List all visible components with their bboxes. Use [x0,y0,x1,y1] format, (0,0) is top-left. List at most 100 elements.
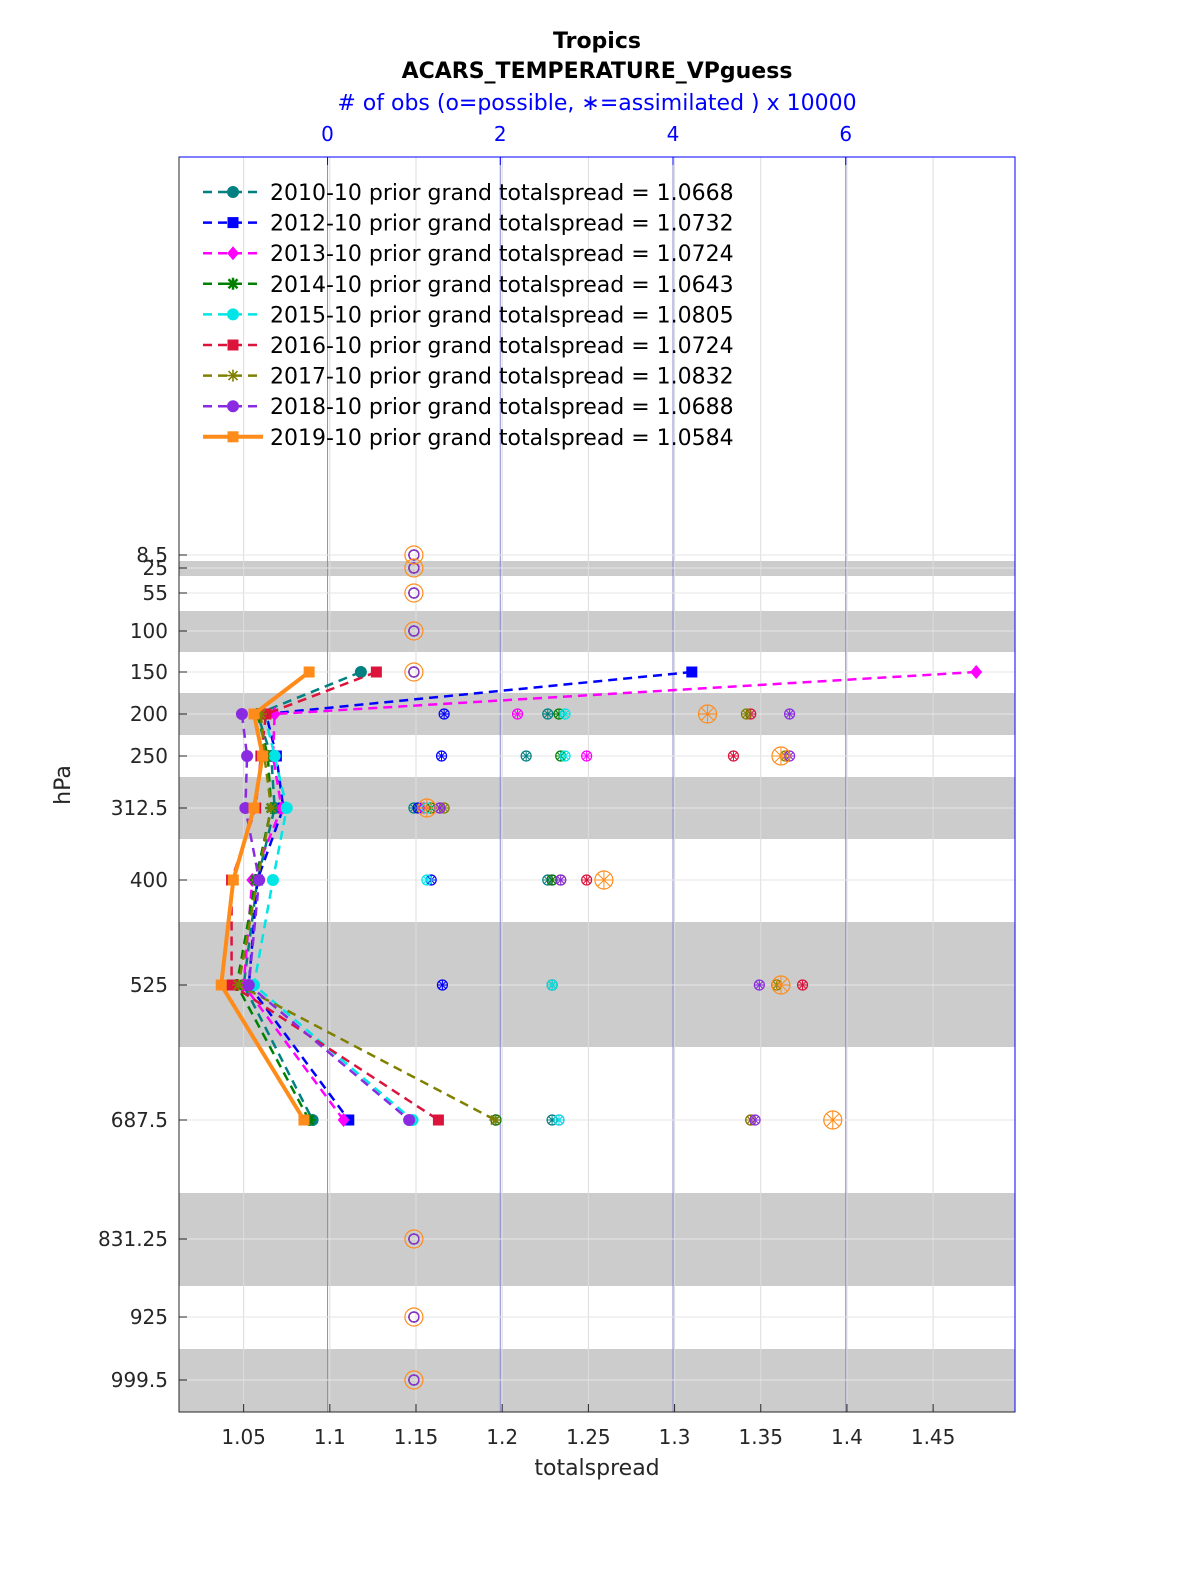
data-point [254,708,267,720]
series-line [237,713,496,1122]
y-tick-label: 25 [143,556,168,580]
legend-label: 2018-10 prior grand totalspread = 1.0688 [270,395,734,420]
y-tick-label: 55 [143,581,168,605]
obs-assimilated [439,709,450,719]
x-axis-label: totalspread [534,1456,659,1481]
x-tick-label: 1.2 [486,1425,518,1449]
obs-assimilated [554,1115,564,1125]
obs-possible [408,666,420,678]
y-tick-label: 525 [130,973,168,997]
legend-marker [227,217,239,229]
x-tick-label: 1.15 [394,1425,439,1449]
data-point [257,750,269,762]
data-point [403,1114,416,1126]
y-tick-label: 8.5 [136,543,168,567]
obs-assimilated [771,976,790,994]
obs-possible [404,558,424,578]
y-tick-label: 400 [130,868,168,892]
obs-possible [408,1311,420,1323]
data-point [248,802,260,814]
obs-possible [404,1229,424,1249]
legend-label: 2012-10 prior grand totalspread = 1.0732 [270,212,734,237]
y-tick-label: 100 [130,619,168,643]
data-point [354,666,367,678]
obs-possible [408,587,420,599]
y-tick-label: 200 [130,702,168,726]
obs-assimilated [771,747,790,765]
data-point [266,874,279,886]
obs-possible [408,562,420,574]
obs-assimilated [436,751,447,761]
legend-label: 2015-10 prior grand totalspread = 1.0805 [270,303,734,328]
x-tick-label: 1.3 [659,1425,691,1449]
obs-assimilated [512,709,523,719]
obs-assimilated [741,709,752,719]
obs-assimilated [547,980,558,990]
data-point [303,666,315,678]
y-tick-label: 925 [130,1305,168,1329]
legend-marker [227,277,239,290]
x-tick-label: 1.45 [911,1425,956,1449]
obs-possible [404,621,424,641]
obs-assimilated [784,709,795,719]
obs-assimilated [555,875,566,885]
top-tick-label: 0 [321,122,334,146]
y-tick-label: 312.5 [111,796,168,820]
legend-marker [227,246,239,261]
legend-label: 2019-10 prior grand totalspread = 1.0584 [270,426,734,451]
legend-label: 2010-10 prior grand totalspread = 1.0668 [270,181,734,206]
data-point [432,1114,444,1126]
obs-assimilated [542,709,553,719]
obs-possible [408,549,420,561]
obs-possible [404,545,424,565]
top-axis-label: # of obs (o=possible, ∗=assimilated ) x … [337,91,856,116]
obs-possible [404,662,424,682]
obs-assimilated [421,875,432,885]
y-tick-label: 150 [130,660,168,684]
obs-assimilated [754,980,765,990]
x-tick-label: 1.4 [831,1425,863,1449]
y-tick-label: 250 [130,744,168,768]
series-line [240,713,410,1121]
obs-possible [408,1374,420,1386]
obs-assimilated [547,875,558,885]
data-point [298,1114,310,1126]
data-point [686,666,698,678]
obs-assimilated [554,709,564,719]
data-point [970,665,983,679]
obs-assimilated [417,799,436,817]
x-tick-label: 1.35 [738,1425,783,1449]
obs-assimilated [521,751,532,761]
data-point [337,1113,350,1127]
top-tick-label: 2 [494,122,507,146]
y-tick-label: 999.5 [111,1368,168,1392]
obs-assimilated [560,751,571,761]
legend-label: 2017-10 prior grand totalspread = 1.0832 [270,365,734,390]
legend-marker [227,339,239,351]
obs-assimilated [594,871,613,889]
obs-assimilated [750,1115,761,1125]
top-tick-label: 6 [839,122,852,146]
legend-marker [227,186,239,198]
obs-assimilated [581,751,592,761]
obs-assimilated [560,709,571,719]
legend-marker [227,431,239,443]
series-line [252,713,414,1121]
data-point [253,874,266,886]
series-line [235,713,311,1121]
legend-label: 2014-10 prior grand totalspread = 1.0643 [270,273,734,298]
top-tick-label: 4 [667,122,680,146]
obs-assimilated [797,980,808,990]
x-tick-label: 1.1 [314,1425,346,1449]
legend-label: 2013-10 prior grand totalspread = 1.0724 [270,242,734,267]
data-point [280,802,293,814]
obs-possible [404,1307,424,1327]
x-tick-label: 1.05 [221,1425,266,1449]
data-point [227,874,239,886]
chart-title: Tropics [553,29,641,54]
chart-subtitle: ACARS_TEMPERATURE_VPguess [402,59,793,84]
data-point [489,1114,502,1126]
data-point [215,979,227,991]
